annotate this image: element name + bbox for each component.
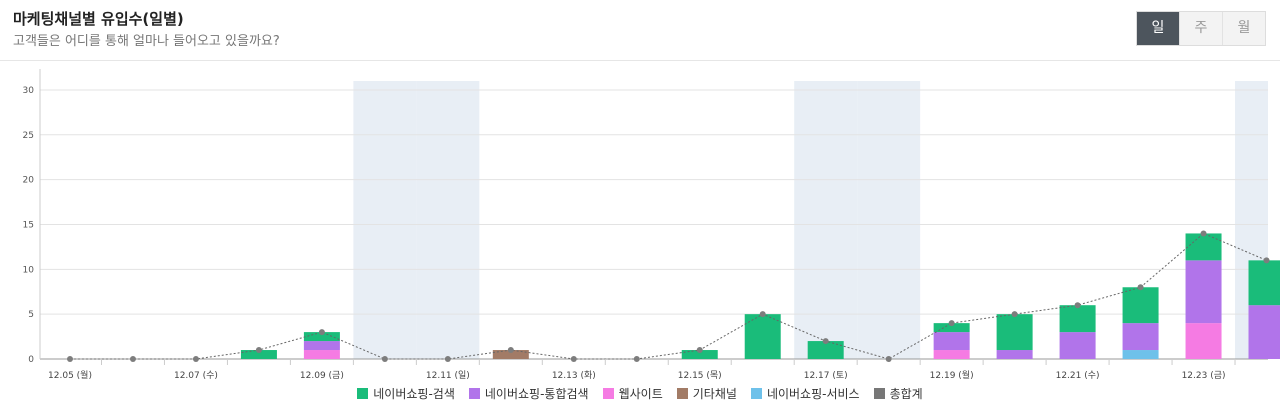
legend-item[interactable]: 네이버쇼핑-검색 (357, 385, 455, 402)
bar-segment (1122, 287, 1159, 324)
y-tick-label: 20 (23, 176, 35, 186)
bar-segment (996, 350, 1033, 359)
x-tick-label: 12.15 (목) (678, 370, 722, 381)
bar-segment (1185, 323, 1222, 359)
total-point (570, 356, 577, 362)
y-tick-label: 25 (23, 131, 34, 141)
x-tick-label: 12.13 (화) (552, 370, 596, 381)
x-tick-label: 12.19 (월) (930, 369, 974, 381)
y-tick-label: 15 (23, 220, 34, 230)
total-point (381, 356, 388, 362)
toggle-weekly-button[interactable]: 주 (1179, 12, 1222, 45)
legend-label: 네이버쇼핑-통합검색 (484, 387, 589, 401)
y-tick-label: 5 (28, 310, 34, 320)
bar-segment (303, 332, 340, 342)
bar-segment (1185, 260, 1222, 324)
legend-swatch (873, 388, 885, 399)
chart-header: 마케팅채널별 유입수(일별) 고객들은 어디를 통해 얼마나 들어오고 있을까요… (0, 0, 1280, 61)
bar-segment (1059, 332, 1096, 359)
total-point (1200, 230, 1207, 237)
total-point (192, 356, 199, 362)
bar-segment (933, 350, 970, 359)
total-point (67, 356, 73, 362)
legend-swatch (468, 388, 480, 399)
x-tick-label: 12.09 (금) (300, 370, 344, 381)
stacked-bar-chart: 0 5 10 15 20 25 30 12.05 (월) 12.07 (수) 12.09 (금) 1… (23, 69, 1280, 381)
weekend-band (353, 81, 417, 359)
page-subtitle: 고객들은 어디를 통해 얼마나 들어오고 있을까요? (13, 34, 280, 49)
y-tick-label: 0 (28, 355, 34, 365)
total-point (822, 338, 829, 345)
legend-label: 네이버쇼핑-검색 (373, 387, 455, 401)
legend-swatch (357, 388, 369, 399)
legend-swatch (750, 388, 762, 399)
bar-segment (996, 314, 1033, 351)
total-point (948, 320, 955, 327)
total-point (255, 347, 262, 354)
bar-segment (1122, 323, 1159, 351)
toggle-daily-button[interactable]: 일 (1137, 12, 1179, 45)
bar-segment (1059, 305, 1096, 333)
bar-segment (1248, 260, 1280, 306)
legend-item[interactable]: 총합계 (873, 385, 923, 402)
x-tick-label: 12.05 (월) (48, 369, 92, 381)
weekend-band (857, 81, 921, 359)
bar-segment (681, 350, 718, 359)
total-point (696, 347, 703, 354)
bar-segment (240, 350, 277, 359)
bar-segment (933, 332, 970, 351)
total-point (759, 311, 766, 318)
legend-item[interactable]: 웹사이트 (602, 385, 663, 402)
page-title: 마케팅채널별 유입수(일별) (13, 10, 184, 28)
x-tick-label: 12.23 (금) (1182, 370, 1226, 381)
total-point (129, 356, 136, 362)
total-point (633, 356, 640, 362)
total-point (318, 329, 325, 336)
chart-legend: 네이버쇼핑-검색 네이버쇼핑-통합검색 웹사이트 기타채널 네이버쇼핑-서비스 총합계 (0, 385, 1280, 402)
total-point (444, 356, 451, 362)
bar-segment (492, 350, 529, 359)
legend-label: 네이버쇼핑-서비스 (766, 387, 860, 401)
legend-item[interactable]: 네이버쇼핑-통합검색 (468, 385, 589, 402)
total-point (885, 356, 892, 362)
bar-segment (807, 341, 844, 359)
legend-item[interactable]: 네이버쇼핑-서비스 (750, 385, 860, 402)
x-tick-label: 12.11 (일) (426, 370, 470, 381)
bar-segment (303, 350, 340, 359)
toggle-monthly-button[interactable]: 월 (1222, 12, 1265, 45)
total-point (1074, 302, 1081, 309)
bar-segment (1248, 305, 1280, 359)
total-point (507, 347, 514, 354)
bar-segment (303, 341, 340, 351)
total-point (1011, 311, 1018, 318)
bar-segment (1122, 350, 1159, 359)
x-tick-label: 12.21 (수) (1056, 370, 1100, 381)
bar-segment (744, 314, 781, 359)
total-point (1263, 257, 1270, 264)
legend-label: 기타채널 (692, 387, 737, 401)
bar-segment (1185, 233, 1222, 261)
legend-item[interactable]: 기타채널 (676, 385, 737, 402)
period-toggle: 일 주 월 (1136, 11, 1266, 46)
weekend-band (794, 81, 858, 359)
x-tick-label: 12.07 (수) (174, 370, 218, 381)
legend-swatch (676, 388, 688, 399)
total-line (70, 232, 1267, 360)
y-tick-label: 10 (23, 265, 35, 275)
weekend-band (416, 81, 480, 359)
legend-label: 웹사이트 (618, 387, 663, 401)
x-tick-label: 12.17 (토) (804, 371, 848, 381)
legend-label: 총합계 (889, 387, 923, 401)
y-tick-label: 30 (23, 86, 35, 96)
total-point (1137, 284, 1144, 291)
legend-swatch (602, 388, 614, 399)
bar-segment (933, 323, 970, 333)
